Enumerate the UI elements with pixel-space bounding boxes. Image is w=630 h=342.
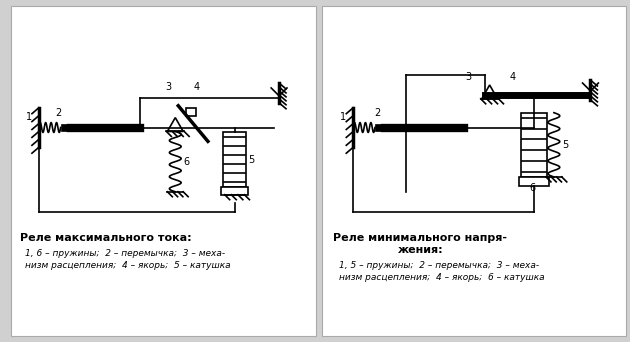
Text: жения:: жения: xyxy=(398,245,444,255)
Bar xyxy=(223,132,246,187)
Text: 3: 3 xyxy=(166,82,171,92)
Text: 1: 1 xyxy=(26,111,32,122)
Text: 2: 2 xyxy=(55,108,62,118)
Text: 3: 3 xyxy=(465,72,471,82)
Text: 4: 4 xyxy=(510,72,515,82)
Text: низм расцепления;  4 – якорь;  5 – катушка: низм расцепления; 4 – якорь; 5 – катушка xyxy=(25,261,231,270)
Text: 6: 6 xyxy=(183,157,190,167)
Text: Реле максимального тока:: Реле максимального тока: xyxy=(20,233,192,243)
Bar xyxy=(375,123,385,131)
Polygon shape xyxy=(482,85,498,99)
Text: Реле минимального напря-: Реле минимального напря- xyxy=(333,233,507,243)
Text: 4: 4 xyxy=(193,82,199,92)
Text: 5: 5 xyxy=(248,155,255,165)
Text: 5: 5 xyxy=(562,140,568,150)
Bar xyxy=(60,123,71,131)
Bar xyxy=(220,187,248,195)
Bar xyxy=(321,6,626,336)
Text: 6: 6 xyxy=(529,183,535,193)
Bar xyxy=(521,113,547,177)
Text: 1, 5 – пружины;  2 – перемычка;  3 – меха-: 1, 5 – пружины; 2 – перемычка; 3 – меха- xyxy=(340,261,539,270)
Text: 2: 2 xyxy=(374,108,380,118)
Text: низм расцепления;  4 – якорь;  6 – катушка: низм расцепления; 4 – якорь; 6 – катушка xyxy=(340,273,545,282)
Bar xyxy=(186,108,196,116)
Bar xyxy=(11,6,316,336)
Polygon shape xyxy=(168,118,183,131)
Bar xyxy=(519,177,549,186)
Text: 1: 1 xyxy=(340,111,347,122)
Text: 1, 6 – пружины;  2 – перемычка;  3 – меха-: 1, 6 – пружины; 2 – перемычка; 3 – меха- xyxy=(25,249,225,258)
